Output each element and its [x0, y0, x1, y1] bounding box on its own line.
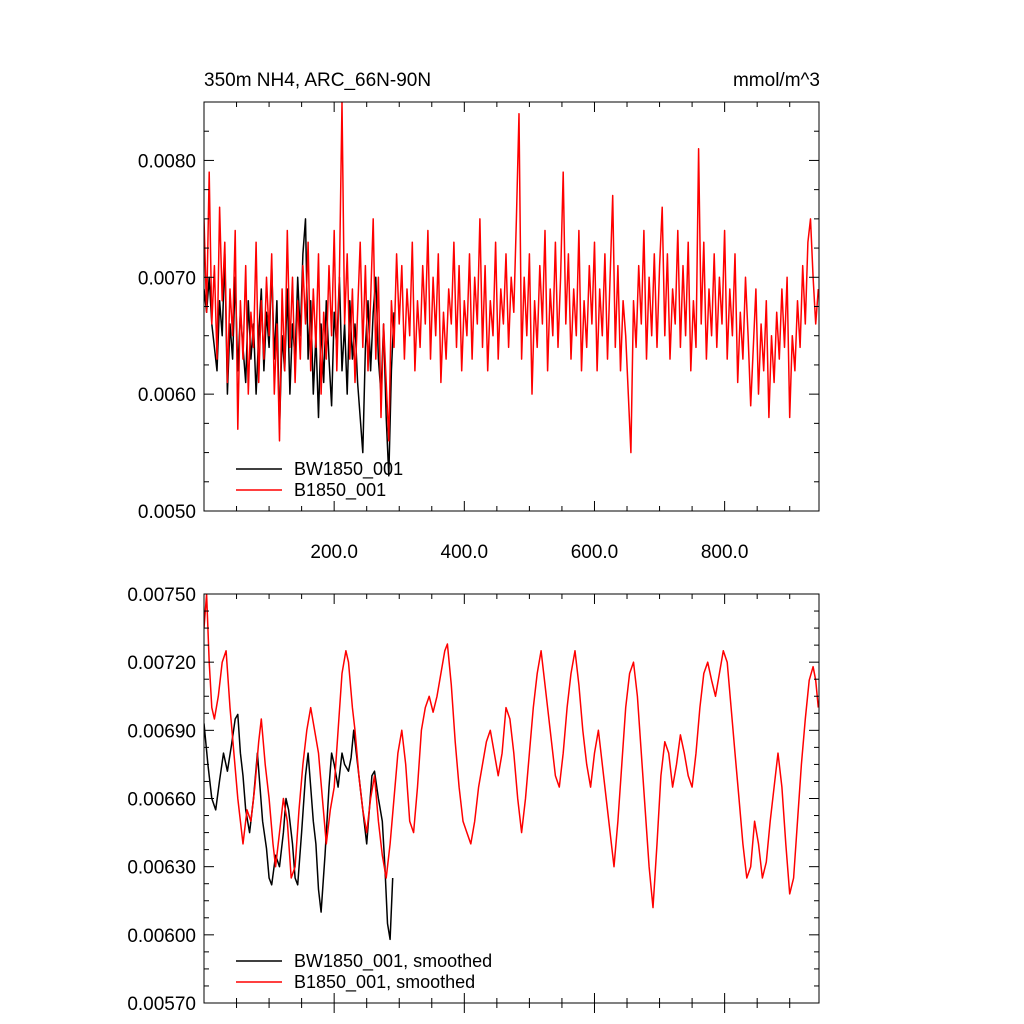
legend-label: B1850_001: [294, 480, 386, 501]
legend-label: B1850_001, smoothed: [294, 972, 475, 993]
y-tick-label: 0.00690: [127, 721, 196, 742]
series-line-b1850-001: [204, 594, 819, 909]
top-plot-series-group: [204, 102, 819, 477]
y-tick-label: 0.00570: [127, 994, 196, 1015]
y-tick-label: 0.0060: [138, 385, 196, 406]
x-tick-label: 800.0: [701, 542, 749, 563]
x-tick-label: 400.0: [441, 542, 489, 563]
y-tick-label: 0.0050: [138, 502, 196, 523]
series-line-b1850-001: [204, 102, 819, 454]
legend-label: BW1850_001: [294, 459, 403, 480]
y-tick-label: 0.00630: [127, 858, 196, 879]
series-line-bw1850-001: [204, 218, 395, 477]
y-tick-label: 0.00600: [127, 926, 196, 947]
x-tick-label: 600.0: [571, 542, 619, 563]
bottom-plot-frame: [203, 593, 820, 1004]
bottom-plot-panel: 0.00570 0.00600 0.00630 0.00660 0.00690 0.007…: [127, 585, 820, 1015]
top-plot-title: 350m NH4, ARC_66N-90N: [204, 70, 431, 91]
top-plot-ticks-group: 0.0050 0.0060 0.0070 0.0080 200.0 400.0 600.0 8…: [138, 102, 819, 563]
x-tick-label: 200.0: [310, 542, 358, 563]
y-tick-label: 0.0070: [138, 268, 196, 289]
y-tick-label: 0.00720: [127, 653, 196, 674]
bottom-plot-ticks-group: 0.00570 0.00600 0.00630 0.00660 0.00690 0.007…: [127, 585, 819, 1015]
y-tick-label: 0.00750: [127, 585, 196, 606]
top-plot-frame: [203, 101, 820, 512]
y-tick-label: 0.0080: [138, 151, 196, 172]
top-plot-panel: 350m NH4, ARC_66N-90N mmol/m^3 0.00500.0…: [138, 70, 820, 563]
legend-label: BW1850_001, smoothed: [294, 951, 492, 972]
y-tick-label: 0.00660: [127, 790, 196, 811]
top-plot-units: mmol/m^3: [733, 70, 820, 91]
series-line-bw1850-001: [204, 713, 394, 941]
bottom-plot-series-group: [204, 594, 819, 941]
